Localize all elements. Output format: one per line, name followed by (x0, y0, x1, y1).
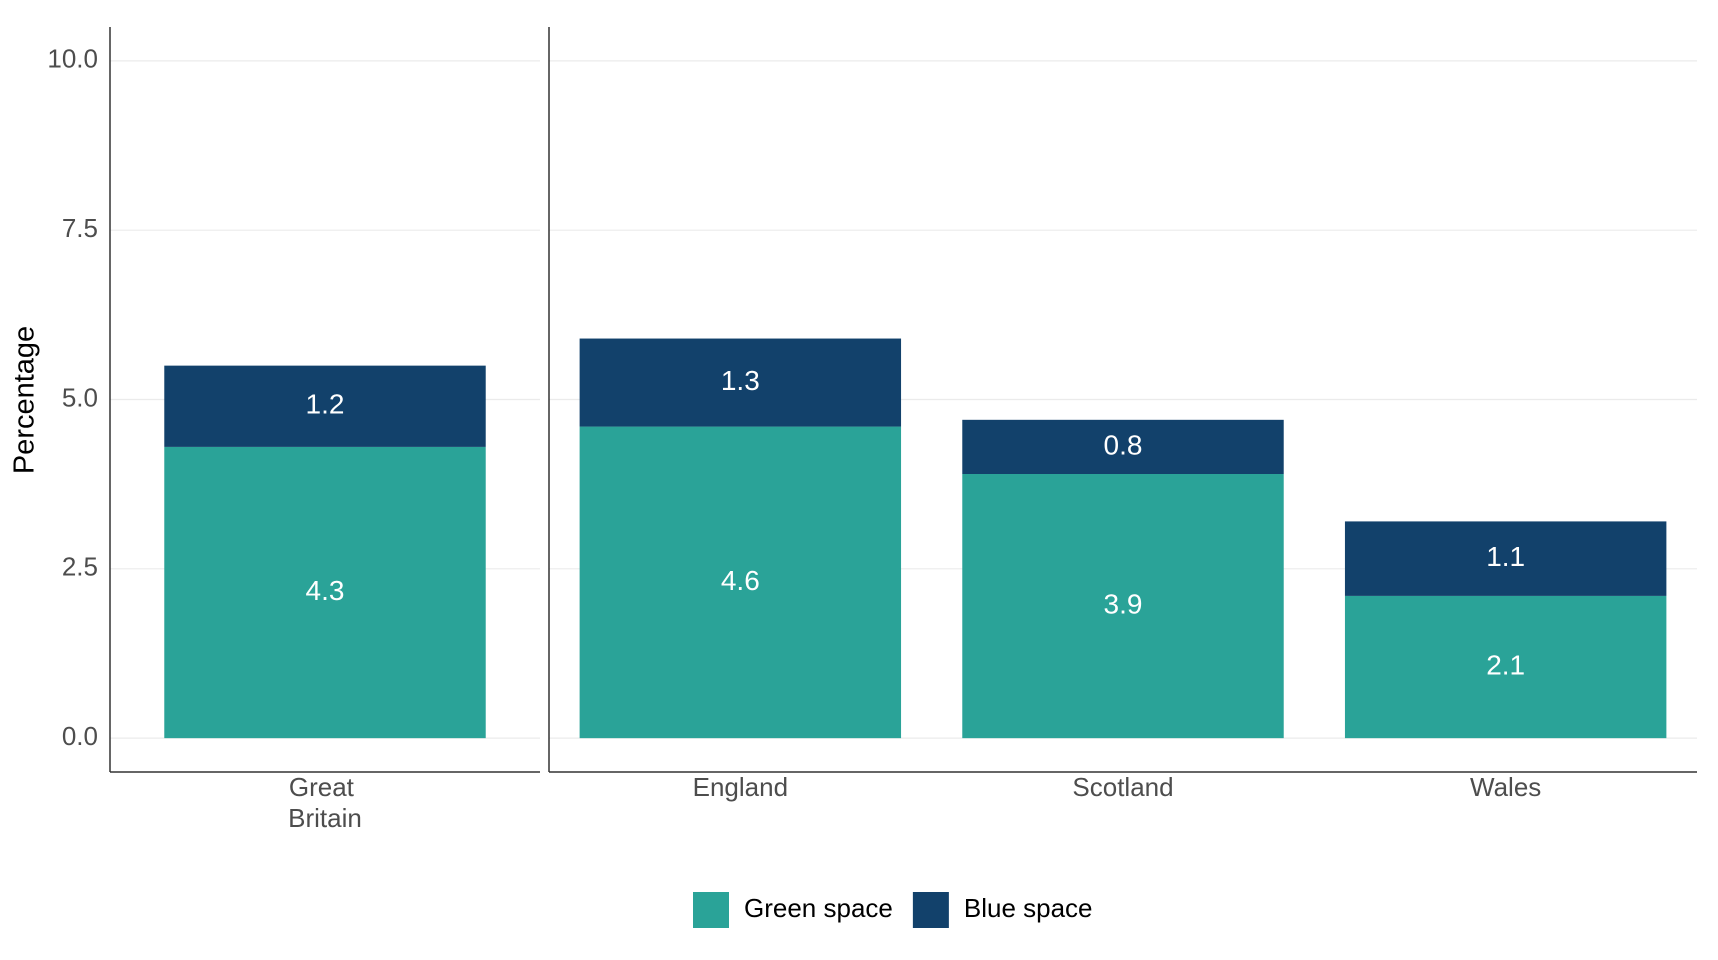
x-tick-label: Great Britain (288, 772, 362, 833)
legend-swatch (693, 892, 729, 928)
bar-segment (962, 419, 1284, 474)
y-axis-label: Percentage (9, 326, 41, 474)
data-label: 2.1 (1486, 649, 1525, 680)
bar-segment (962, 474, 1284, 739)
y-tick-label: 2.5 (62, 552, 98, 582)
bar-segment (164, 446, 486, 739)
bar-segment (579, 426, 902, 739)
y-tick-label: 0.0 (62, 721, 98, 751)
legend-label: Green space (744, 893, 893, 923)
y-tick-label: 10.0 (47, 44, 98, 74)
bar-segment (1344, 595, 1667, 739)
bar-segment (579, 338, 902, 427)
bar-segment (164, 365, 486, 447)
y-tick-label: 5.0 (62, 382, 98, 412)
data-label: 4.6 (721, 565, 760, 596)
data-label: 1.3 (721, 365, 760, 396)
data-label: 0.8 (1104, 429, 1143, 460)
x-tick-label: England (693, 772, 788, 802)
legend-label: Blue space (964, 893, 1093, 923)
bar-segment (1344, 521, 1667, 596)
x-tick-label: Wales (1470, 772, 1541, 802)
data-label: 1.1 (1486, 541, 1525, 572)
data-label: 1.2 (306, 389, 345, 420)
data-label: 3.9 (1104, 588, 1143, 619)
data-label: 4.3 (306, 575, 345, 606)
legend-swatch (912, 892, 949, 928)
y-tick-label: 7.5 (62, 213, 98, 243)
x-tick-label: Scotland (1072, 772, 1173, 802)
